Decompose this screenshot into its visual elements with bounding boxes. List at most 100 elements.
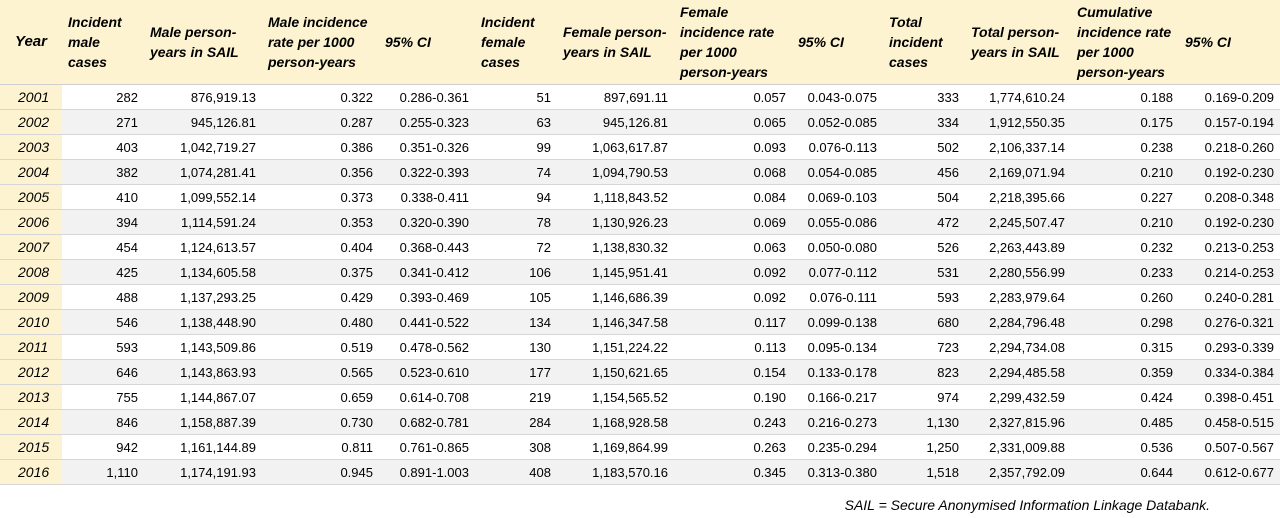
female-person-years-cell: 897,691.11 <box>557 84 674 110</box>
total-ci-cell: 0.157-0.194 <box>1179 109 1280 135</box>
male-person-years-cell: 1,161,144.89 <box>144 434 262 460</box>
female-cases-cell: 51 <box>475 84 557 110</box>
header-incident-male-cases: Incident male cases <box>62 0 144 85</box>
header-row: Year Incident male cases Male person-yea… <box>0 0 1280 85</box>
total-person-years-cell: 2,106,337.14 <box>965 134 1071 160</box>
male-rate-cell: 0.356 <box>262 159 379 185</box>
female-ci-cell: 0.095-0.134 <box>792 334 883 360</box>
total-cases-cell: 680 <box>883 309 965 335</box>
male-ci-cell: 0.393-0.469 <box>379 284 475 310</box>
total-person-years-cell: 2,283,979.64 <box>965 284 1071 310</box>
total-cases-cell: 974 <box>883 384 965 410</box>
male-ci-cell: 0.351-0.326 <box>379 134 475 160</box>
male-person-years-cell: 1,124,613.57 <box>144 234 262 260</box>
total-ci-cell: 0.240-0.281 <box>1179 284 1280 310</box>
total-ci-cell: 0.169-0.209 <box>1179 84 1280 110</box>
cumulative-rate-cell: 0.260 <box>1071 284 1179 310</box>
cumulative-rate-cell: 0.175 <box>1071 109 1179 135</box>
female-rate-cell: 0.065 <box>674 109 792 135</box>
female-ci-cell: 0.077-0.112 <box>792 259 883 285</box>
female-ci-cell: 0.043-0.075 <box>792 84 883 110</box>
male-ci-cell: 0.368-0.443 <box>379 234 475 260</box>
female-cases-cell: 78 <box>475 209 557 235</box>
male-cases-cell: 846 <box>62 409 144 435</box>
year-cell: 2007 <box>0 234 62 260</box>
year-cell: 2006 <box>0 209 62 235</box>
total-cases-cell: 1,518 <box>883 459 965 485</box>
header-female-incidence-rate: Female incidence rate per 1000 person-ye… <box>674 0 792 85</box>
year-cell: 2009 <box>0 284 62 310</box>
total-person-years-cell: 2,284,796.48 <box>965 309 1071 335</box>
male-person-years-cell: 1,143,509.86 <box>144 334 262 360</box>
female-person-years-cell: 1,146,347.58 <box>557 309 674 335</box>
male-rate-cell: 0.429 <box>262 284 379 310</box>
total-person-years-cell: 2,245,507.47 <box>965 209 1071 235</box>
year-cell: 2002 <box>0 109 62 135</box>
total-person-years-cell: 1,912,550.35 <box>965 109 1071 135</box>
header-male-person-years: Male person-years in SAIL <box>144 0 262 85</box>
male-ci-cell: 0.891-1.003 <box>379 459 475 485</box>
male-ci-cell: 0.441-0.522 <box>379 309 475 335</box>
female-person-years-cell: 1,150,621.65 <box>557 359 674 385</box>
female-person-years-cell: 1,145,951.41 <box>557 259 674 285</box>
male-rate-cell: 0.404 <box>262 234 379 260</box>
female-ci-cell: 0.133-0.178 <box>792 359 883 385</box>
male-rate-cell: 0.287 <box>262 109 379 135</box>
female-cases-cell: 99 <box>475 134 557 160</box>
male-ci-cell: 0.761-0.865 <box>379 434 475 460</box>
table-row: 2003 403 1,042,719.27 0.386 0.351-0.326 99 1,0… <box>0 134 1280 160</box>
year-cell: 2011 <box>0 334 62 360</box>
table-row: 2007 454 1,124,613.57 0.404 0.368-0.443 72 1,1… <box>0 234 1280 260</box>
total-person-years-cell: 2,263,443.89 <box>965 234 1071 260</box>
male-cases-cell: 410 <box>62 184 144 210</box>
male-person-years-cell: 1,042,719.27 <box>144 134 262 160</box>
female-rate-cell: 0.068 <box>674 159 792 185</box>
year-cell: 2013 <box>0 384 62 410</box>
table-row: 2013 755 1,144,867.07 0.659 0.614-0.708 219 1,… <box>0 384 1280 410</box>
total-person-years-cell: 2,294,734.08 <box>965 334 1071 360</box>
female-ci-cell: 0.054-0.085 <box>792 159 883 185</box>
female-rate-cell: 0.117 <box>674 309 792 335</box>
cumulative-rate-cell: 0.359 <box>1071 359 1179 385</box>
female-ci-cell: 0.055-0.086 <box>792 209 883 235</box>
header-female-person-years: Female person-years in SAIL <box>557 0 674 85</box>
female-rate-cell: 0.063 <box>674 234 792 260</box>
total-cases-cell: 456 <box>883 159 965 185</box>
total-ci-cell: 0.218-0.260 <box>1179 134 1280 160</box>
male-cases-cell: 646 <box>62 359 144 385</box>
female-cases-cell: 219 <box>475 384 557 410</box>
total-person-years-cell: 2,218,395.66 <box>965 184 1071 210</box>
cumulative-rate-cell: 0.188 <box>1071 84 1179 110</box>
male-cases-cell: 282 <box>62 84 144 110</box>
female-ci-cell: 0.076-0.113 <box>792 134 883 160</box>
female-person-years-cell: 1,094,790.53 <box>557 159 674 185</box>
table-row: 2006 394 1,114,591.24 0.353 0.320-0.390 78 1,1… <box>0 209 1280 235</box>
female-ci-cell: 0.069-0.103 <box>792 184 883 210</box>
year-cell: 2014 <box>0 409 62 435</box>
header-incident-female-cases: Incident female cases <box>475 0 557 85</box>
total-cases-cell: 1,130 <box>883 409 965 435</box>
footnote: SAIL = Secure Anonymised Information Lin… <box>844 497 1210 513</box>
cumulative-rate-cell: 0.424 <box>1071 384 1179 410</box>
year-cell: 2010 <box>0 309 62 335</box>
female-rate-cell: 0.084 <box>674 184 792 210</box>
total-cases-cell: 502 <box>883 134 965 160</box>
female-person-years-cell: 1,063,617.87 <box>557 134 674 160</box>
year-cell: 2003 <box>0 134 62 160</box>
female-rate-cell: 0.093 <box>674 134 792 160</box>
header-female-ci: 95% CI <box>792 0 883 85</box>
female-cases-cell: 74 <box>475 159 557 185</box>
total-cases-cell: 472 <box>883 209 965 235</box>
incidence-table: Year Incident male cases Male person-yea… <box>0 0 1280 485</box>
total-ci-cell: 0.458-0.515 <box>1179 409 1280 435</box>
male-rate-cell: 0.480 <box>262 309 379 335</box>
female-cases-cell: 408 <box>475 459 557 485</box>
female-cases-cell: 94 <box>475 184 557 210</box>
male-person-years-cell: 1,138,448.90 <box>144 309 262 335</box>
female-rate-cell: 0.243 <box>674 409 792 435</box>
cumulative-rate-cell: 0.232 <box>1071 234 1179 260</box>
total-cases-cell: 504 <box>883 184 965 210</box>
female-ci-cell: 0.166-0.217 <box>792 384 883 410</box>
total-person-years-cell: 1,774,610.24 <box>965 84 1071 110</box>
